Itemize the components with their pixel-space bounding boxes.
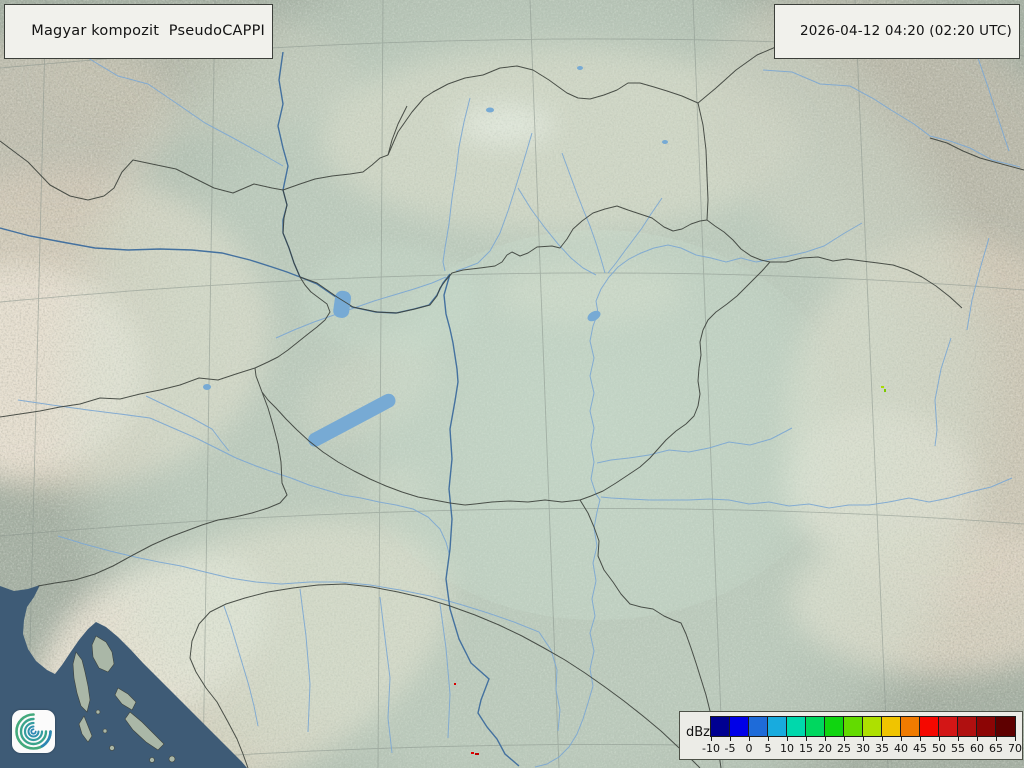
- dbz-tick: [958, 736, 959, 741]
- dbz-tick: [844, 736, 845, 741]
- dbz-tick: [863, 736, 864, 741]
- dbz-swatch: [768, 717, 787, 736]
- met-service-logo: [12, 710, 55, 753]
- dbz-tick-value: -10: [702, 742, 720, 755]
- dbz-swatch: [806, 717, 825, 736]
- spiral-logo-icon: [15, 713, 52, 750]
- dbz-swatch: [825, 717, 844, 736]
- map-title: Magyar kompozit PseudoCAPPI: [31, 23, 266, 39]
- lake-balaton: [308, 393, 396, 447]
- dbz-tick-value: 65: [989, 742, 1003, 755]
- dbz-tick-value: 70: [1008, 742, 1022, 755]
- dbz-tick: [977, 736, 978, 741]
- dbz-swatch: [996, 717, 1015, 736]
- lowland-tint: [348, 230, 848, 620]
- dbz-tick-value: 50: [932, 742, 946, 755]
- country-borders: [0, 35, 1024, 768]
- dbz-tick-value: 20: [818, 742, 832, 755]
- dbz-swatch: [844, 717, 863, 736]
- dbz-tick-value: 40: [894, 742, 908, 755]
- dbz-swatch: [939, 717, 958, 736]
- dbz-tick-value: -5: [724, 742, 736, 755]
- dbz-swatch: [749, 717, 768, 736]
- dbz-tick: [787, 736, 788, 741]
- dbz-tick: [882, 736, 883, 741]
- dbz-tick: [825, 736, 826, 741]
- dbz-tick: [1015, 736, 1016, 741]
- dbz-swatch: [920, 717, 939, 736]
- dbz-swatch: [958, 717, 977, 736]
- dbz-tick-value: 55: [951, 742, 965, 755]
- map-title-box: Magyar kompozit PseudoCAPPI: [4, 4, 274, 59]
- dbz-tick-value: 15: [799, 742, 813, 755]
- dbz-swatch: [901, 717, 920, 736]
- dbz-tick: [939, 736, 940, 741]
- dbz-swatch: [711, 717, 730, 736]
- dbz-tick-value: 25: [837, 742, 851, 755]
- dbz-tick: [901, 736, 902, 741]
- dbz-swatch: [787, 717, 806, 736]
- timestamp-box: 2026-04-12 04:20 (02:20 UTC): [773, 4, 1020, 59]
- dbz-tick: [996, 736, 997, 741]
- dbz-tick: [730, 736, 731, 741]
- dbz-tick: [806, 736, 807, 741]
- dbz-swatch: [730, 717, 749, 736]
- dbz-swatch: [977, 717, 996, 736]
- dbz-color-scale: [710, 716, 1016, 737]
- dbz-unit-label: dBz: [686, 725, 710, 740]
- dbz-tick: [768, 736, 769, 741]
- dbz-tick-value: 10: [780, 742, 794, 755]
- lowland-tint-nw: [302, 245, 478, 355]
- dbz-legend: dBz -10 -5 0 5 10 15 20 25 30 35 40 45 50 55 60 65 70: [679, 711, 1023, 760]
- dbz-swatch: [882, 717, 901, 736]
- timestamp: 2026-04-12 04:20 (02:20 UTC): [799, 23, 1012, 39]
- dbz-tick-value: 30: [856, 742, 870, 755]
- dbz-tick-value: 35: [875, 742, 889, 755]
- dbz-tick: [711, 736, 712, 741]
- dbz-tick-value: 5: [764, 742, 772, 755]
- dbz-swatch: [863, 717, 882, 736]
- dbz-tick: [749, 736, 750, 741]
- dbz-tick-value: 60: [970, 742, 984, 755]
- adriatic-sea: [0, 585, 247, 768]
- lake-tisza: [587, 310, 601, 322]
- dbz-tick-value: 45: [913, 742, 927, 755]
- dbz-tick-value: 0: [745, 742, 753, 755]
- dbz-tick: [920, 736, 921, 741]
- radar-echoes: [454, 386, 886, 755]
